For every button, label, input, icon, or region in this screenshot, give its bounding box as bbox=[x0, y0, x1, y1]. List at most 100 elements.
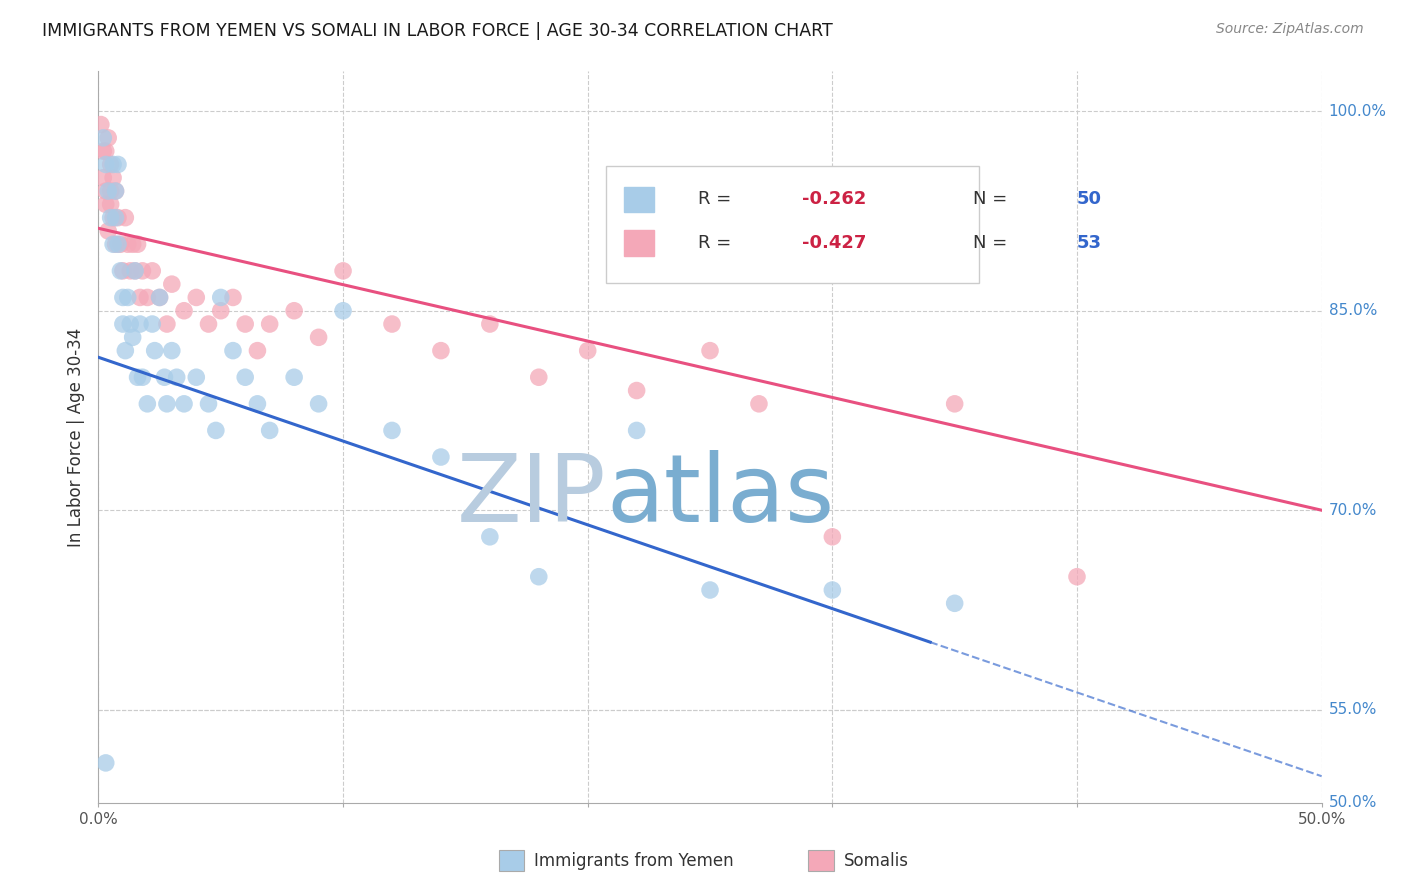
Text: atlas: atlas bbox=[606, 450, 834, 541]
Point bbox=[381, 424, 404, 438]
Bar bbox=[624, 230, 654, 256]
Point bbox=[332, 264, 354, 278]
Text: Somalis: Somalis bbox=[844, 852, 908, 870]
Point bbox=[114, 343, 136, 358]
Point bbox=[160, 277, 183, 292]
Point bbox=[129, 317, 152, 331]
Point bbox=[332, 303, 354, 318]
Point bbox=[173, 303, 195, 318]
Point bbox=[233, 317, 256, 331]
Point bbox=[943, 397, 966, 411]
Point bbox=[94, 756, 117, 770]
Point bbox=[91, 131, 114, 145]
Point bbox=[186, 290, 208, 304]
Point bbox=[478, 530, 501, 544]
Point bbox=[166, 370, 188, 384]
Point bbox=[94, 197, 117, 211]
Point bbox=[97, 224, 120, 238]
Point bbox=[186, 370, 208, 384]
Text: N =: N = bbox=[973, 235, 1012, 252]
Point bbox=[94, 144, 117, 158]
Point bbox=[576, 343, 599, 358]
FancyBboxPatch shape bbox=[606, 167, 979, 284]
Point bbox=[110, 264, 132, 278]
Point bbox=[100, 211, 122, 225]
Point bbox=[283, 303, 305, 318]
Text: 85.0%: 85.0% bbox=[1329, 303, 1376, 318]
Point bbox=[121, 237, 143, 252]
Point bbox=[100, 197, 122, 211]
Point bbox=[107, 157, 129, 171]
Point bbox=[821, 582, 844, 597]
Point bbox=[110, 237, 132, 252]
Point bbox=[308, 397, 330, 411]
Point bbox=[100, 157, 122, 171]
Point bbox=[111, 317, 134, 331]
Point bbox=[699, 582, 721, 597]
Point bbox=[222, 290, 245, 304]
Text: -0.262: -0.262 bbox=[801, 190, 866, 209]
Point bbox=[153, 370, 176, 384]
Point bbox=[141, 264, 163, 278]
Point bbox=[104, 211, 127, 225]
Point bbox=[943, 596, 966, 610]
Point bbox=[101, 157, 124, 171]
Point bbox=[205, 424, 228, 438]
Point bbox=[283, 370, 305, 384]
Text: 70.0%: 70.0% bbox=[1329, 503, 1376, 517]
Point bbox=[197, 397, 219, 411]
Text: R =: R = bbox=[697, 235, 737, 252]
Point bbox=[141, 317, 163, 331]
Point bbox=[129, 290, 152, 304]
Point bbox=[120, 264, 142, 278]
Point bbox=[117, 290, 139, 304]
Point bbox=[149, 290, 172, 304]
Point bbox=[209, 290, 232, 304]
Point bbox=[821, 530, 844, 544]
Point bbox=[127, 237, 149, 252]
Point bbox=[527, 370, 550, 384]
Point bbox=[136, 290, 159, 304]
Point bbox=[527, 570, 550, 584]
Text: 55.0%: 55.0% bbox=[1329, 702, 1376, 717]
Point bbox=[478, 317, 501, 331]
Point bbox=[101, 170, 124, 185]
Point bbox=[156, 317, 179, 331]
Point bbox=[131, 264, 153, 278]
Bar bbox=[624, 186, 654, 212]
Point bbox=[97, 184, 120, 198]
Point bbox=[91, 170, 114, 185]
Point bbox=[430, 343, 453, 358]
Point bbox=[209, 303, 232, 318]
Point bbox=[120, 317, 142, 331]
Point bbox=[124, 264, 146, 278]
Point bbox=[381, 317, 404, 331]
Point bbox=[430, 450, 453, 464]
Point bbox=[233, 370, 256, 384]
Point bbox=[308, 330, 330, 344]
Point bbox=[90, 118, 112, 132]
Point bbox=[94, 157, 117, 171]
Point bbox=[121, 330, 143, 344]
Point bbox=[107, 237, 129, 252]
Point bbox=[246, 397, 269, 411]
Text: 100.0%: 100.0% bbox=[1329, 103, 1386, 119]
Point bbox=[1066, 570, 1088, 584]
Point bbox=[259, 424, 281, 438]
Point bbox=[104, 237, 127, 252]
Point bbox=[127, 370, 149, 384]
Point bbox=[156, 397, 179, 411]
Point bbox=[246, 343, 269, 358]
Point bbox=[104, 184, 127, 198]
Text: Source: ZipAtlas.com: Source: ZipAtlas.com bbox=[1216, 22, 1364, 37]
Point bbox=[748, 397, 770, 411]
Point bbox=[101, 237, 124, 252]
Point bbox=[259, 317, 281, 331]
Point bbox=[626, 384, 648, 398]
Text: N =: N = bbox=[973, 190, 1012, 209]
Text: R =: R = bbox=[697, 190, 737, 209]
Point bbox=[107, 211, 129, 225]
Point bbox=[91, 144, 114, 158]
Point bbox=[173, 397, 195, 411]
Text: ZIP: ZIP bbox=[457, 450, 606, 541]
